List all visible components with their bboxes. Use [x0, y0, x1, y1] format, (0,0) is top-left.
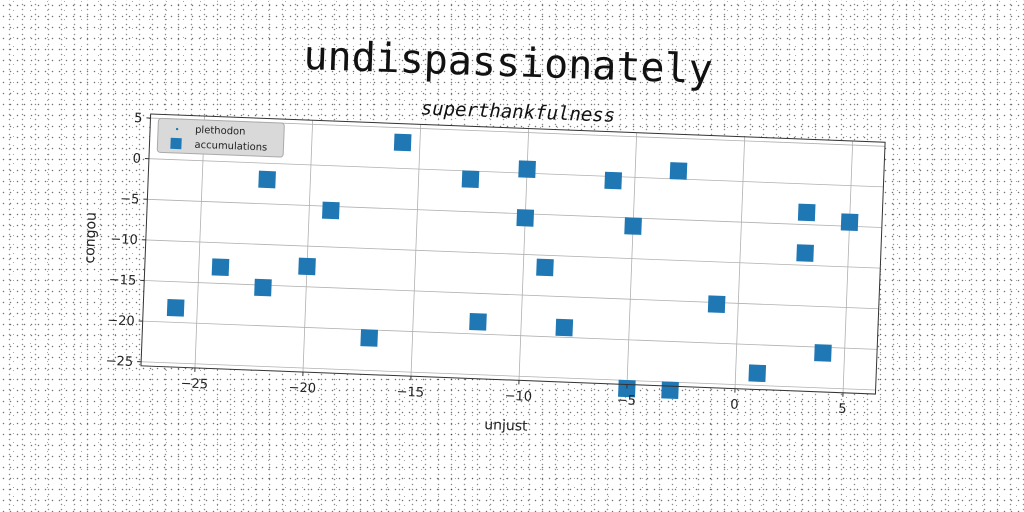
chart-title: superthankfulness	[420, 97, 615, 126]
y-tick-label: −25	[105, 354, 133, 370]
data-point	[604, 171, 623, 190]
y-tick-label: −5	[120, 192, 140, 208]
data-point	[360, 329, 379, 347]
x-axis-ticks: −25 −20 −15 −10 −5 0 5	[180, 367, 847, 417]
legend-box	[156, 117, 285, 158]
data-point	[748, 364, 767, 383]
figure-title: undispassionately	[303, 33, 714, 93]
data-point	[211, 258, 230, 277]
data-point	[624, 217, 642, 235]
y-tick-label: −10	[110, 232, 138, 248]
legend-marker-accumulations	[170, 137, 182, 150]
x-tick-label: −25	[180, 376, 208, 392]
grid-lines	[141, 116, 885, 393]
data-point	[461, 170, 480, 188]
x-tick-label: −10	[504, 389, 532, 405]
data-point	[797, 203, 816, 222]
data-point	[518, 160, 536, 178]
y-axis-ticks: −25 −20 −15 −10 −5 0 5	[105, 111, 151, 370]
x-tick-label: 5	[838, 402, 847, 417]
data-point	[166, 298, 185, 317]
y-grid-line	[142, 320, 878, 350]
plot-area: superthankfulness −25 −20 −15 −10 −5 0 5 −25−2…	[82, 97, 886, 435]
legend-marker-plethodon	[175, 127, 179, 131]
data-point	[555, 318, 574, 337]
data-point	[661, 381, 679, 400]
y-tick-label: 0	[132, 152, 141, 167]
y-tick-label: −20	[107, 313, 135, 329]
data-point	[516, 209, 535, 227]
data-point	[469, 313, 487, 331]
legend-label-plethodon: plethodon	[195, 125, 246, 138]
data-point	[393, 133, 412, 152]
data-point	[707, 295, 726, 313]
legend: plethodon accumulations	[156, 117, 285, 158]
data-point	[796, 244, 814, 262]
y-tick-label: −15	[109, 273, 137, 289]
data-point	[814, 344, 832, 362]
y-axis-label: congou	[82, 212, 100, 264]
data-point	[298, 257, 316, 276]
data-point	[254, 278, 272, 297]
data-point	[669, 162, 688, 180]
data-points	[166, 133, 859, 400]
x-axis-label: unjust	[484, 417, 528, 435]
y-grid-line	[141, 361, 876, 391]
data-point	[840, 213, 859, 232]
x-tick-label: 0	[730, 397, 739, 412]
x-tick-label: −15	[396, 385, 424, 401]
x-tick-label: −5	[617, 393, 637, 409]
x-tick-label: −20	[288, 381, 316, 397]
data-point	[322, 201, 340, 220]
y-grid-line	[145, 239, 881, 269]
data-point	[536, 258, 554, 277]
legend-label-accumulations: accumulations	[194, 140, 267, 154]
y-grid-line	[147, 198, 882, 228]
data-point	[258, 170, 276, 189]
y-tick-label: 5	[134, 111, 143, 126]
y-grid-line	[148, 158, 884, 188]
